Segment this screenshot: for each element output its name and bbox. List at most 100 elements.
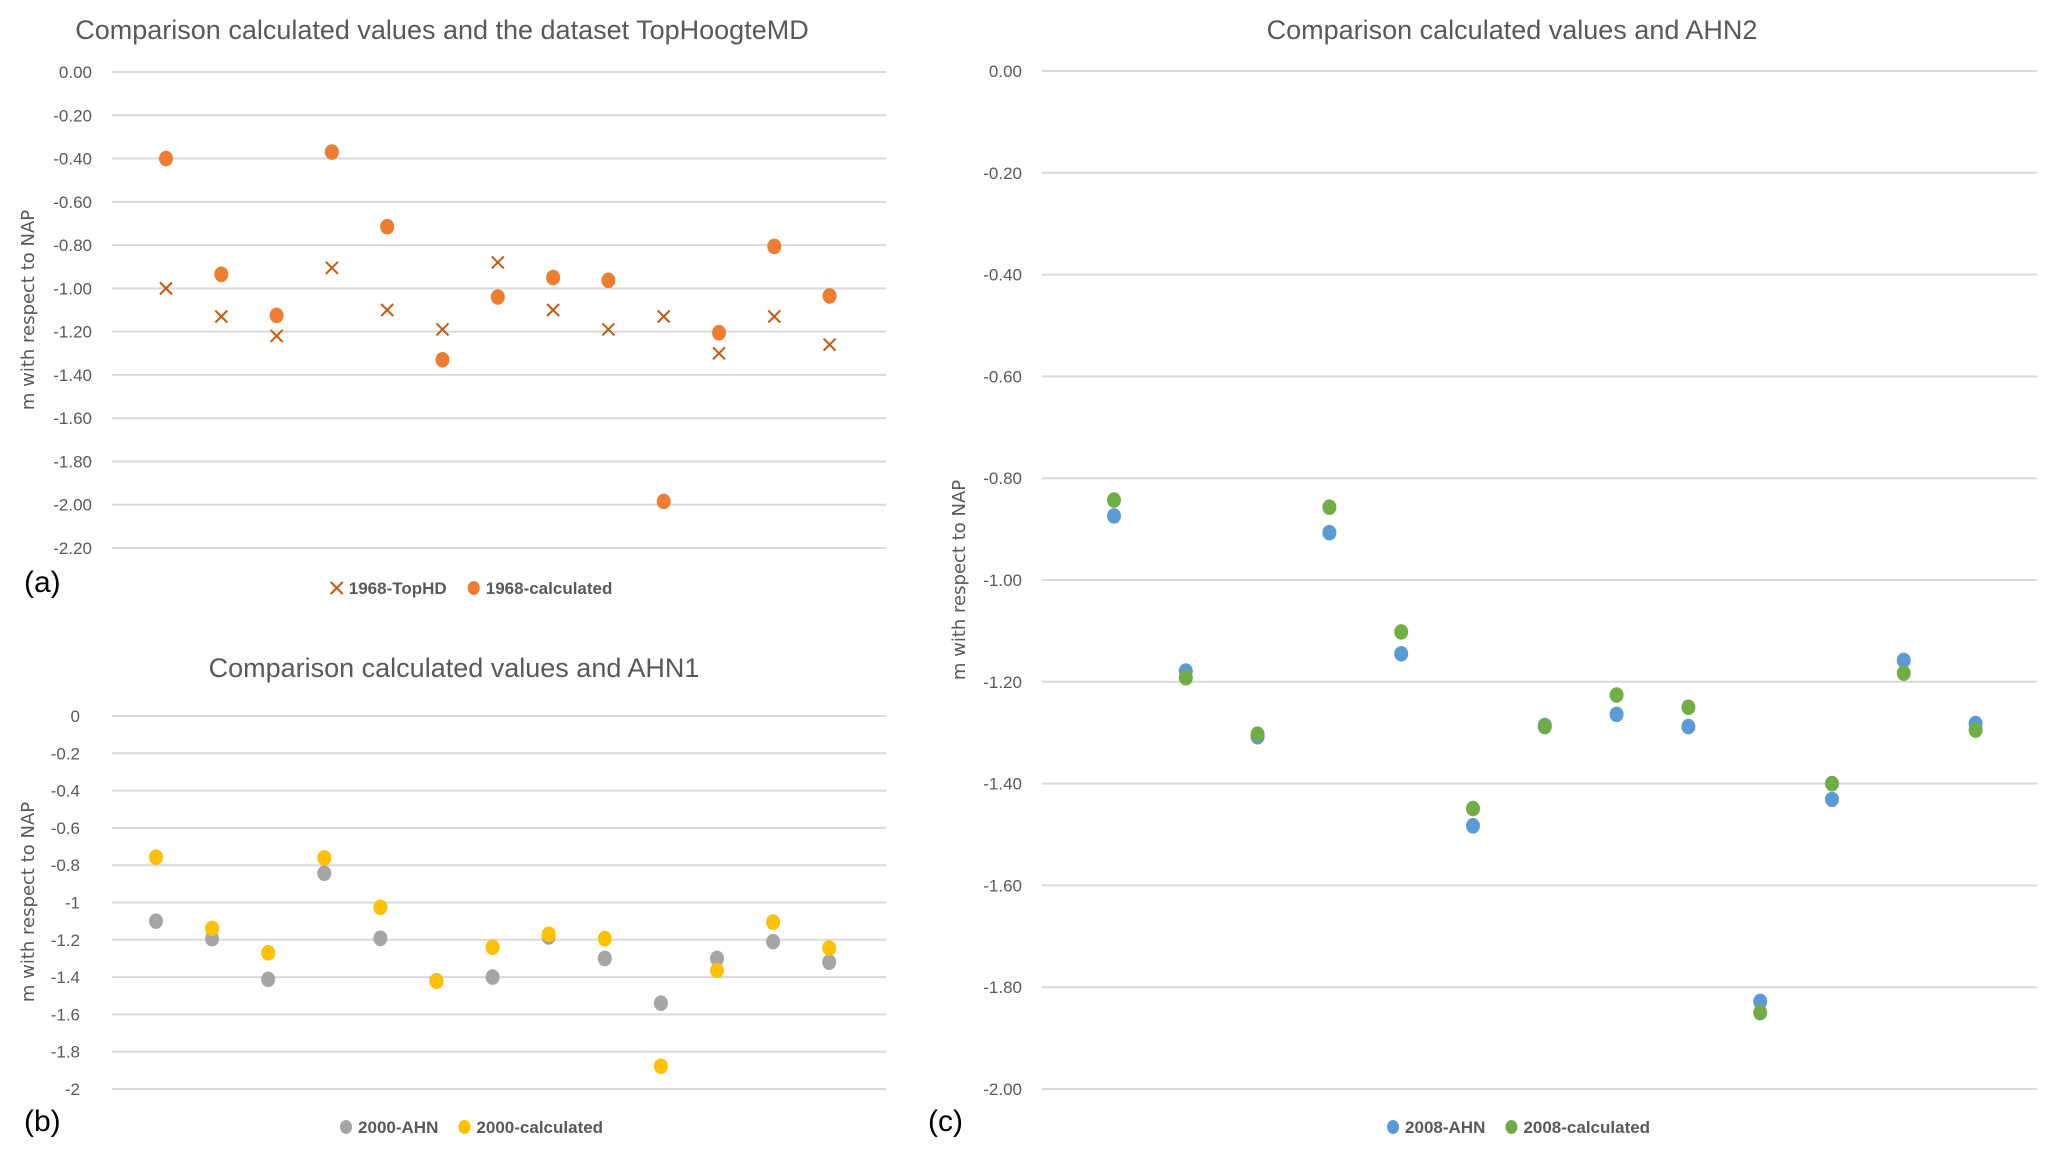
legend-item: 1968-calculated — [467, 579, 612, 598]
data-point — [1466, 818, 1480, 834]
chart-a-points — [159, 144, 837, 510]
data-point-x-marker — [214, 309, 229, 324]
chart-c-ahn2: Comparison calculated values and AHN2 m … — [928, 15, 2037, 1138]
data-point — [261, 945, 276, 961]
y-tick-label: -2 — [65, 1080, 80, 1099]
data-point — [766, 914, 781, 930]
y-tick-label: -1.60 — [53, 409, 92, 428]
data-point-x-marker — [491, 255, 505, 270]
chart-c-panel-label: (c) — [928, 1105, 963, 1138]
y-tick-label: -0.40 — [983, 266, 1022, 285]
data-point — [429, 973, 444, 990]
y-tick-label: -1.80 — [53, 452, 92, 471]
chart-b-y-axis-label: m with respect to NAP — [18, 802, 39, 1002]
data-point — [656, 493, 671, 510]
y-tick-label: -1.00 — [53, 279, 92, 298]
data-point — [1753, 993, 1768, 1010]
data-point — [317, 850, 332, 866]
y-tick-label: -1.2 — [51, 931, 80, 950]
legend-item: 1968-TopHD — [330, 579, 447, 598]
y-tick-label: -0.2 — [51, 744, 80, 763]
legend-label: 2000-calculated — [476, 1118, 603, 1137]
chart-c-y-axis-label: m with respect to NAP — [949, 480, 970, 680]
legend-circle-marker-icon — [458, 1120, 471, 1134]
data-point — [601, 272, 616, 289]
data-point-x-marker — [435, 322, 450, 337]
data-point — [1466, 800, 1480, 817]
data-point — [380, 218, 395, 235]
chart-a-gridlines — [112, 71, 886, 549]
y-tick-label: -0.60 — [53, 193, 92, 212]
y-tick-label: -1 — [65, 894, 80, 913]
series-2000-calculated — [149, 849, 837, 1075]
legend-item: 2008-AHN — [1387, 1118, 1485, 1137]
data-point-x-marker — [601, 322, 616, 337]
y-tick-label: -1.40 — [53, 366, 92, 385]
data-point-x-marker — [656, 309, 671, 324]
data-point — [214, 266, 229, 283]
chart-a-panel-label: (a) — [24, 566, 61, 599]
series-2008-AHN — [1107, 508, 1983, 1010]
data-point — [1322, 524, 1337, 541]
y-tick-label: -1.6 — [51, 1005, 80, 1024]
chart-b-y-ticks: 0 -0.2 -0.4 -0.6 -0.8 -1 -1.2 -1.4 -1.6 -1.8 -2 — [51, 707, 80, 1099]
y-tick-label: -0.20 — [53, 106, 92, 125]
data-point — [822, 940, 837, 956]
data-point — [1825, 791, 1839, 808]
y-tick-label: -0.40 — [53, 150, 92, 169]
chart-c-legend: 2008-AHN 2008-calculated — [1387, 1118, 1650, 1137]
data-point — [597, 930, 612, 947]
legend-x-marker-icon — [330, 581, 344, 595]
legend-circle-marker-icon — [340, 1120, 353, 1134]
chart-a-legend: 1968-TopHD 1968-calculated — [330, 579, 612, 598]
y-tick-label: -2.00 — [983, 1080, 1022, 1099]
y-tick-label: -1.80 — [983, 978, 1022, 997]
y-tick-label: -0.80 — [983, 469, 1022, 488]
data-point — [1394, 646, 1409, 662]
data-point — [597, 950, 612, 967]
legend-label: 2008-AHN — [1405, 1118, 1485, 1137]
y-tick-label: 0 — [71, 707, 80, 726]
chart-b-legend: 2000-AHN 2000-calculated — [340, 1118, 603, 1137]
data-point — [1681, 699, 1696, 716]
y-tick-label: -1.4 — [51, 968, 80, 987]
legend-item: 2000-AHN — [340, 1118, 438, 1137]
data-point-x-marker — [546, 303, 560, 317]
legend-circle-marker-icon — [467, 581, 480, 595]
y-tick-label: -1.60 — [983, 876, 1022, 895]
data-point — [710, 950, 724, 967]
y-tick-label: -1.20 — [53, 323, 92, 342]
y-tick-label: -0.80 — [53, 236, 92, 255]
data-point — [1107, 508, 1121, 524]
data-point — [541, 926, 556, 943]
data-point — [1609, 687, 1624, 703]
chart-a-y-axis-label: m with respect to NAP — [18, 210, 39, 410]
y-tick-label: -0.20 — [983, 164, 1022, 183]
data-point — [1107, 492, 1121, 508]
data-point — [1322, 499, 1337, 516]
legend-circle-marker-icon — [1505, 1120, 1518, 1134]
data-point — [317, 865, 332, 882]
y-tick-label: -1.00 — [983, 571, 1022, 590]
data-point — [653, 995, 668, 1012]
data-point — [710, 962, 724, 979]
data-point-x-marker — [325, 261, 339, 275]
y-tick-label: -1.20 — [983, 673, 1022, 692]
y-tick-label: -0.6 — [51, 819, 80, 838]
data-point — [373, 899, 388, 916]
chart-b-panel-label: (b) — [24, 1105, 61, 1138]
data-point — [1178, 669, 1193, 686]
data-point — [1537, 718, 1552, 735]
data-point — [261, 971, 276, 988]
series-2008-calculated — [1107, 492, 1983, 1021]
data-point — [435, 351, 450, 368]
chart-b-gridlines — [112, 715, 886, 1090]
series-2000-AHN — [149, 865, 837, 1012]
data-point — [485, 969, 500, 985]
legend-label: 2008-calculated — [1523, 1118, 1650, 1137]
chart-a-topHoogteMD: Comparison calculated values and the dat… — [18, 15, 886, 599]
data-point — [712, 324, 726, 341]
data-point — [767, 238, 782, 255]
chart-c-title: Comparison calculated values and AHN2 — [1267, 15, 1758, 45]
